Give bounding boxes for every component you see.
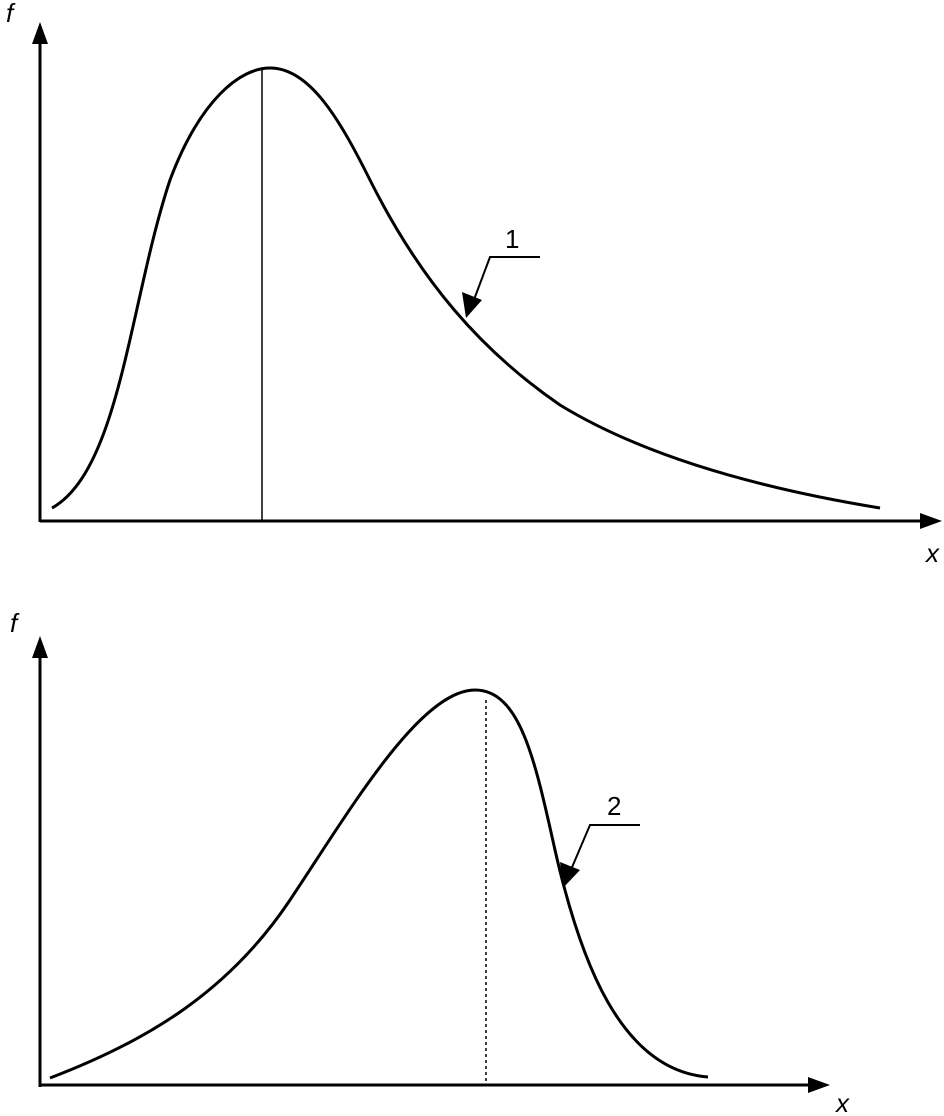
y-arrow <box>32 636 48 658</box>
y-label: f <box>6 0 16 28</box>
curve-label: 1 <box>505 224 519 254</box>
curve <box>51 66 881 510</box>
x-arrow <box>920 513 942 529</box>
leader-line <box>569 824 640 873</box>
y-arrow <box>32 22 48 44</box>
leader-arrow <box>462 292 482 318</box>
x-arrow <box>808 1077 830 1093</box>
panel-2: f x 2 <box>10 608 850 1116</box>
curve-label: 2 <box>607 791 621 821</box>
leader-arrow <box>560 862 580 888</box>
x-label: x <box>924 538 940 568</box>
leader-line <box>471 256 540 306</box>
x-label: x <box>834 1088 850 1116</box>
panel-1: f x 1 <box>6 0 942 568</box>
y-label: f <box>10 608 20 638</box>
curve <box>49 688 709 1080</box>
